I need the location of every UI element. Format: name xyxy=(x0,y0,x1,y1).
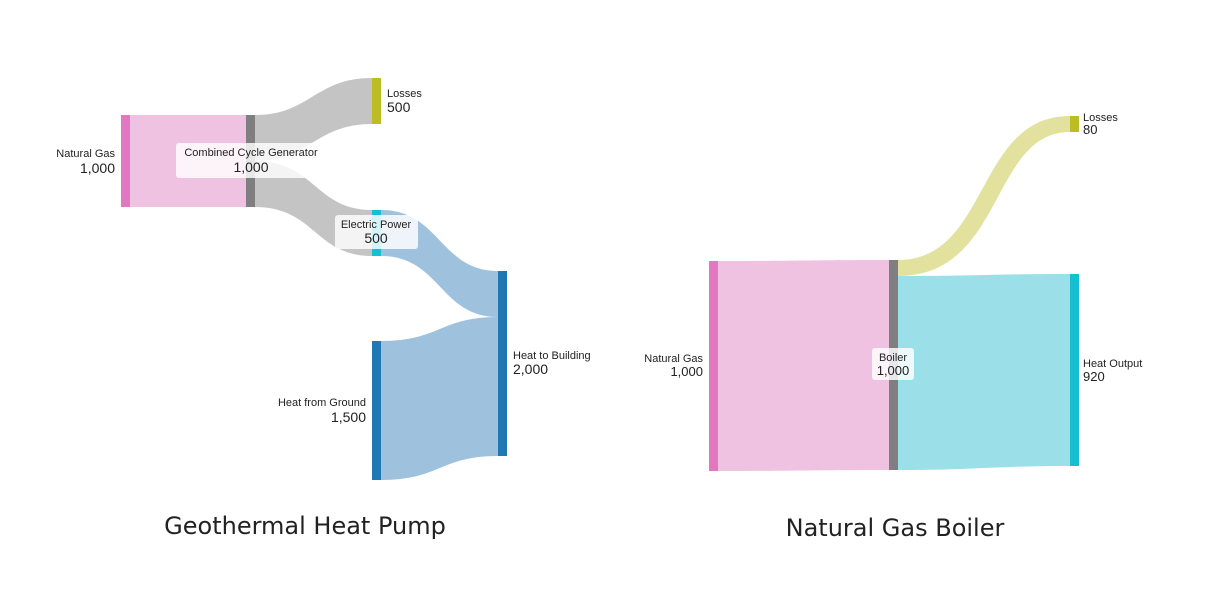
node-heat-to-building-bar xyxy=(498,271,507,456)
boiler-sankey: Natural Gas 1,000 Boiler 1,000 Losses 80… xyxy=(644,112,1142,471)
link-ccg-to-losses xyxy=(255,78,372,161)
electric-power-label: Electric Power xyxy=(341,219,412,231)
ccg-label: Combined Cycle Generator xyxy=(184,147,318,159)
node-natural-gas-bar xyxy=(709,261,718,471)
boiler-caption: Natural Gas Boiler xyxy=(785,514,1005,542)
natural-gas-value: 1,000 xyxy=(670,364,703,379)
heat-to-building-label: Heat to Building xyxy=(513,350,591,362)
boiler-label: Boiler xyxy=(879,352,907,364)
losses-label: Losses xyxy=(1083,112,1118,124)
heat-from-ground-value: 1,500 xyxy=(331,409,366,425)
heat-to-building-value: 2,000 xyxy=(513,361,548,377)
heat-output-label: Heat Output xyxy=(1083,358,1142,370)
node-heat-from-ground-bar xyxy=(372,341,381,480)
ccg-value: 1,000 xyxy=(233,159,268,175)
node-heat-output-bar xyxy=(1070,274,1079,466)
losses-value: 80 xyxy=(1083,122,1097,137)
electric-power-label-background xyxy=(335,215,418,249)
boiler-label-background xyxy=(872,348,914,380)
boiler-value: 1,000 xyxy=(877,363,910,378)
link-natural-gas-to-boiler xyxy=(718,260,889,471)
geothermal-sankey: Natural Gas 1,000 Combined Cycle Generat… xyxy=(56,78,591,480)
link-ground-to-building xyxy=(381,317,498,480)
losses-value: 500 xyxy=(387,99,411,115)
node-natural-gas-bar xyxy=(121,115,130,207)
heat-from-ground-label: Heat from Ground xyxy=(278,397,366,409)
electric-power-value: 500 xyxy=(364,230,388,246)
heat-output-value: 920 xyxy=(1083,369,1105,384)
natural-gas-label: Natural Gas xyxy=(644,353,703,365)
geothermal-caption: Geothermal Heat Pump xyxy=(164,512,446,540)
natural-gas-value: 1,000 xyxy=(80,160,115,176)
node-losses-bar xyxy=(1070,116,1079,132)
link-boiler-to-losses xyxy=(898,116,1070,276)
ccg-label-background xyxy=(176,143,326,178)
link-boiler-to-heat-output xyxy=(898,274,1070,470)
losses-label: Losses xyxy=(387,88,422,100)
natural-gas-label: Natural Gas xyxy=(56,148,115,160)
node-losses-bar xyxy=(372,78,381,124)
